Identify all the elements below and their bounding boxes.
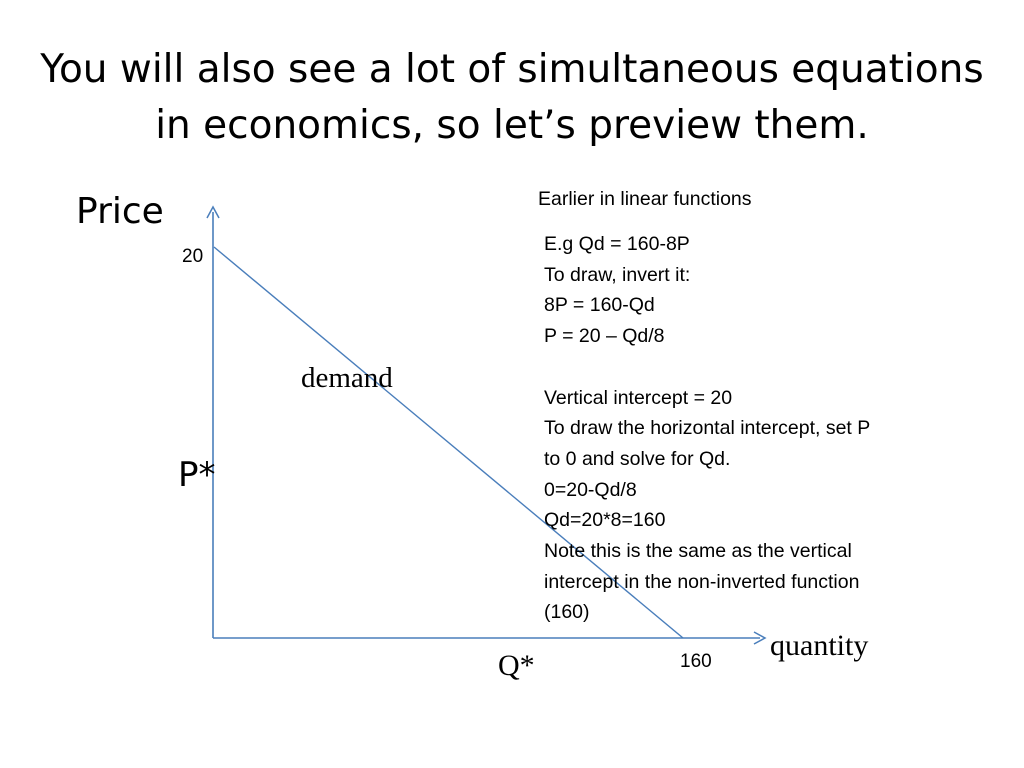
notes-line: 8P = 160-Qd (544, 294, 655, 317)
x-intercept-label: 160 (680, 651, 712, 672)
p-star-label: P* (178, 455, 216, 495)
slide-title-line-2: in economics, so let’s preview them. (155, 103, 869, 148)
notes-line (544, 352, 964, 383)
notes-list: E.g Qd = 160-8P To draw, invert it: 8P = 1… (544, 229, 964, 628)
y-intercept-label: 20 (182, 246, 204, 267)
demand-curve-label: demand (301, 362, 393, 394)
y-axis-label: Price (76, 191, 164, 232)
slide-title: You will also see a lot of simultaneous … (0, 42, 1024, 154)
notes-line: Vertical intercept = 20 (544, 386, 733, 409)
q-star-label: Q* (498, 649, 535, 682)
notes-line: Note this is the same as the vertical (544, 540, 852, 563)
notes-line: E.g Qd = 160-8P (544, 233, 690, 255)
notes-line: to 0 and solve for Qd. (544, 447, 731, 470)
notes-line: intercept in the non-inverted function (544, 570, 860, 593)
notes-heading: Earlier in linear functions (538, 188, 752, 210)
x-axis-label: quantity (770, 629, 869, 662)
slide-title-line-1: You will also see a lot of simultaneous … (40, 47, 984, 92)
notes-line: (160) (544, 601, 590, 624)
notes-line: 0=20-Qd/8 (544, 478, 637, 501)
notes-line: P = 20 – Qd/8 (544, 325, 665, 348)
notes-line: Qd=20*8=160 (544, 509, 666, 532)
notes-line: To draw, invert it: (544, 263, 691, 286)
notes-line: To draw the horizontal intercept, set P (544, 417, 871, 440)
